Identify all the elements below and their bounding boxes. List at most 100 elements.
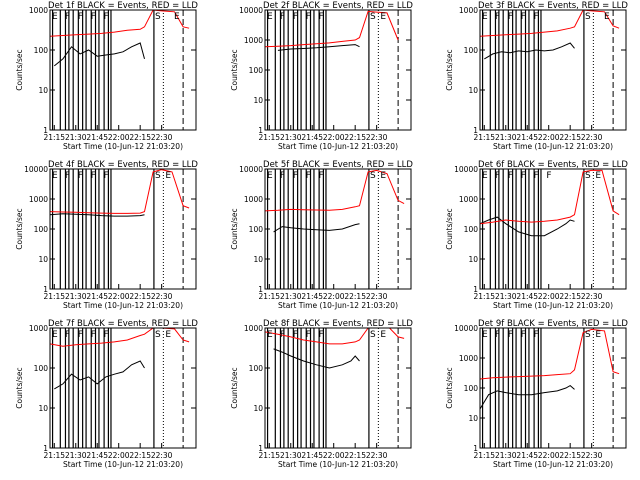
interval-marker-label: E <box>595 171 601 181</box>
interval-marker-label: F <box>91 171 96 181</box>
y-tick-label: 1 <box>43 285 48 294</box>
y-tick-label: 1000 <box>29 6 48 15</box>
interval-marker-label: F <box>65 330 70 340</box>
x-tick-label: 22:30 <box>581 451 603 460</box>
series-line-lld <box>49 327 190 347</box>
chart-panel-6: 1 10 100 1000 10000 21:15 21:30 21:45 22:00 22:15… <box>445 160 628 310</box>
y-axis-label: Counts/sec <box>15 208 24 249</box>
y-tick-label: 10 <box>253 255 263 264</box>
x-tick-label: 22:30 <box>366 292 388 301</box>
x-tick-label: 21:15 <box>473 451 495 460</box>
x-tick-label: 21:30 <box>65 292 87 301</box>
chart-title: Det 4f BLACK = Events, RED = LLD <box>48 160 198 170</box>
x-tick-label: 21:30 <box>495 292 517 301</box>
plot-frame <box>479 9 627 131</box>
x-axis-label: Start Time (10-Jun-12 21:03:20) <box>63 142 183 151</box>
x-tick-label: 21:45 <box>301 133 323 142</box>
x-tick-label: 21:45 <box>516 292 538 301</box>
y-tick-label: 1000 <box>244 36 263 45</box>
y-tick-label: 10 <box>38 404 48 413</box>
interval-marker-label: S <box>585 12 591 22</box>
x-tick-label: 21:15 <box>258 292 280 301</box>
interval-marker-label: E <box>380 330 386 340</box>
x-tick-label: 22:00 <box>538 292 560 301</box>
x-tick-label: 21:15 <box>258 133 280 142</box>
x-tick-label: 22:15 <box>129 133 151 142</box>
interval-marker-label: F <box>546 171 551 181</box>
x-tick-label: 22:15 <box>559 292 581 301</box>
x-tick-label: 22:30 <box>151 292 173 301</box>
x-axis-label: Start Time (10-Jun-12 21:03:20) <box>493 301 613 310</box>
interval-marker-label: F <box>534 12 539 22</box>
plot-frame <box>49 327 197 449</box>
x-tick-label: 21:30 <box>280 133 302 142</box>
x-tick-label: 22:00 <box>108 292 130 301</box>
x-axis-label: Start Time (10-Jun-12 21:03:20) <box>493 460 613 469</box>
chart-title: Det 8f BLACK = Events, RED = LLD <box>263 319 413 329</box>
interval-marker-label: E <box>52 330 58 340</box>
interval-marker-label: E <box>482 330 488 340</box>
interval-marker-label: E <box>174 12 180 22</box>
interval-marker-label: F <box>65 171 70 181</box>
interval-marker-label: F <box>521 171 526 181</box>
y-tick-label: 100 <box>249 364 264 373</box>
interval-marker-label: S <box>585 171 591 181</box>
interval-marker-label: F <box>508 12 513 22</box>
y-axis-label: Counts/sec <box>445 367 454 408</box>
y-axis-label: Counts/sec <box>230 367 239 408</box>
series-line-lld <box>479 9 620 37</box>
x-tick-label: 21:45 <box>86 292 108 301</box>
interval-marker-label: F <box>280 330 285 340</box>
y-tick-label: 100 <box>34 46 49 55</box>
y-tick-label: 10000 <box>239 6 263 15</box>
x-tick-label: 22:15 <box>129 451 151 460</box>
y-tick-label: 10 <box>253 96 263 105</box>
y-tick-label: 100 <box>34 225 49 234</box>
y-tick-label: 1000 <box>244 195 263 204</box>
interval-marker-label: F <box>534 171 539 181</box>
y-tick-label: 1000 <box>459 6 478 15</box>
x-tick-label: 22:15 <box>559 451 581 460</box>
series-line-events <box>479 384 575 410</box>
y-tick-label: 1000 <box>459 354 478 363</box>
interval-marker-label: F <box>293 171 298 181</box>
x-tick-label: 22:15 <box>559 133 581 142</box>
x-tick-label: 21:15 <box>258 451 280 460</box>
x-axis-label: Start Time (10-Jun-12 21:03:20) <box>63 301 183 310</box>
y-tick-label: 100 <box>34 364 49 373</box>
interval-marker-label: F <box>104 330 109 340</box>
x-tick-label: 21:45 <box>86 451 108 460</box>
interval-marker-label: S <box>370 12 376 22</box>
y-axis-label: Counts/sec <box>15 367 24 408</box>
y-tick-label: 1000 <box>29 195 48 204</box>
interval-marker-label: E <box>267 330 273 340</box>
x-tick-label: 22:00 <box>323 133 345 142</box>
interval-marker-label: F <box>104 171 109 181</box>
interval-marker-label: S <box>585 330 591 340</box>
x-tick-label: 21:30 <box>65 451 87 460</box>
chart-title: Det 5f BLACK = Events, RED = LLD <box>263 160 413 170</box>
y-tick-label: 10000 <box>24 165 48 174</box>
chart-title: Det 2f BLACK = Events, RED = LLD <box>263 1 413 11</box>
y-tick-label: 1 <box>43 444 48 453</box>
interval-marker-label: F <box>521 12 526 22</box>
x-tick-label: 21:45 <box>516 451 538 460</box>
interval-marker-label: S <box>155 171 161 181</box>
interval-marker-label: E <box>380 171 386 181</box>
x-tick-label: 21:30 <box>495 451 517 460</box>
y-tick-label: 1 <box>43 126 48 135</box>
interval-marker-label: E <box>482 171 488 181</box>
y-axis-label: Counts/sec <box>445 208 454 249</box>
series-line-events <box>484 42 575 60</box>
series-line-events <box>479 216 575 237</box>
x-tick-label: 21:30 <box>280 451 302 460</box>
y-tick-label: 100 <box>249 66 264 75</box>
y-axis-label: Counts/sec <box>15 49 24 90</box>
series-line-lld <box>264 10 399 48</box>
series-line-events <box>277 44 360 51</box>
interval-marker-label: E <box>595 330 601 340</box>
x-tick-label: 22:30 <box>366 451 388 460</box>
plot-frame <box>49 168 197 290</box>
series-line-lld <box>264 169 405 212</box>
series-line-events <box>49 213 145 217</box>
